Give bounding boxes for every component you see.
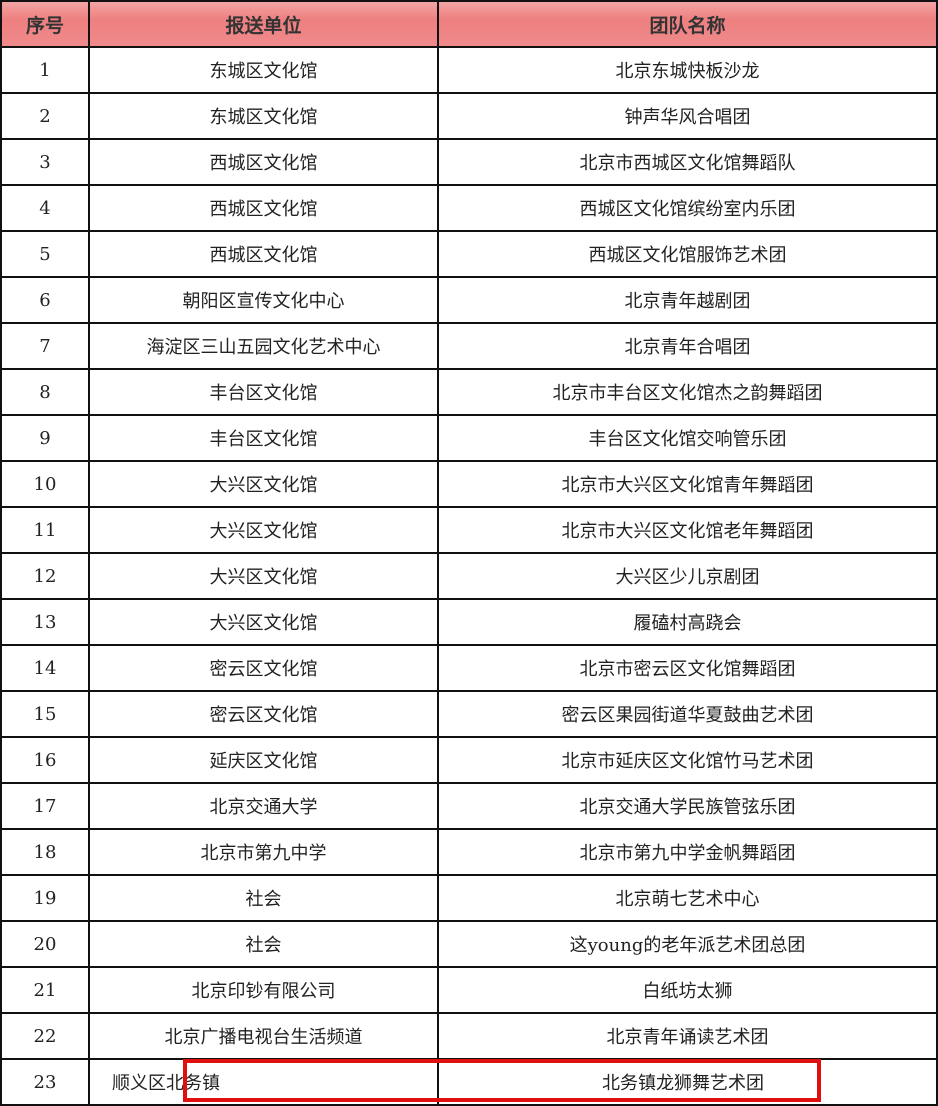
- cell-unit: 北京印钞有限公司: [88, 966, 439, 1014]
- table-row: 7 海淀区三山五园文化艺术中心 北京青年合唱团: [0, 322, 938, 370]
- cell-index: 7: [0, 322, 90, 370]
- cell-team: 北京萌七艺术中心: [437, 874, 938, 922]
- table-row: 23 顺义区北务镇 北务镇龙狮舞艺术团: [0, 1058, 938, 1106]
- cell-unit: 大兴区文化馆: [88, 506, 439, 554]
- cell-team: 北京市大兴区文化馆老年舞蹈团: [437, 506, 938, 554]
- cell-index: 1: [0, 46, 90, 94]
- cell-team: 北京东城快板沙龙: [437, 46, 938, 94]
- header-team: 团队名称: [437, 0, 938, 48]
- cell-unit: 顺义区北务镇: [88, 1058, 439, 1106]
- table-row: 17 北京交通大学 北京交通大学民族管弦乐团: [0, 782, 938, 830]
- table-row: 20 社会 这young的老年派艺术团总团: [0, 920, 938, 968]
- table-row: 19 社会 北京萌七艺术中心: [0, 874, 938, 922]
- table-row: 15 密云区文化馆 密云区果园街道华夏鼓曲艺术团: [0, 690, 938, 738]
- cell-team: 北务镇龙狮舞艺术团: [437, 1058, 938, 1106]
- cell-unit: 西城区文化馆: [88, 230, 439, 278]
- cell-index: 11: [0, 506, 90, 554]
- cell-team: 大兴区少儿京剧团: [437, 552, 938, 600]
- cell-index: 18: [0, 828, 90, 876]
- cell-team: 北京市密云区文化馆舞蹈团: [437, 644, 938, 692]
- cell-team: 北京青年越剧团: [437, 276, 938, 324]
- cell-team: 北京市大兴区文化馆青年舞蹈团: [437, 460, 938, 508]
- cell-index: 12: [0, 552, 90, 600]
- table-row: 2 东城区文化馆 钟声华风合唱团: [0, 92, 938, 140]
- cell-index: 20: [0, 920, 90, 968]
- cell-index: 23: [0, 1058, 90, 1106]
- cell-index: 19: [0, 874, 90, 922]
- cell-team: 钟声华风合唱团: [437, 92, 938, 140]
- cell-unit: 朝阳区宣传文化中心: [88, 276, 439, 324]
- cell-unit: 大兴区文化馆: [88, 460, 439, 508]
- cell-index: 13: [0, 598, 90, 646]
- cell-index: 3: [0, 138, 90, 186]
- cell-team: 白纸坊太狮: [437, 966, 938, 1014]
- table-row: 14 密云区文化馆 北京市密云区文化馆舞蹈团: [0, 644, 938, 692]
- cell-unit: 大兴区文化馆: [88, 552, 439, 600]
- cell-unit: 西城区文化馆: [88, 184, 439, 232]
- cell-unit: 社会: [88, 920, 439, 968]
- cell-index: 22: [0, 1012, 90, 1060]
- cell-unit: 东城区文化馆: [88, 92, 439, 140]
- cell-index: 14: [0, 644, 90, 692]
- cell-index: 16: [0, 736, 90, 784]
- table-row: 12 大兴区文化馆 大兴区少儿京剧团: [0, 552, 938, 600]
- cell-team: 西城区文化馆缤纷室内乐团: [437, 184, 938, 232]
- cell-index: 10: [0, 460, 90, 508]
- cell-unit: 密云区文化馆: [88, 690, 439, 738]
- table-row: 11 大兴区文化馆 北京市大兴区文化馆老年舞蹈团: [0, 506, 938, 554]
- cell-index: 4: [0, 184, 90, 232]
- cell-team: 密云区果园街道华夏鼓曲艺术团: [437, 690, 938, 738]
- cell-index: 17: [0, 782, 90, 830]
- table-row: 9 丰台区文化馆 丰台区文化馆交响管乐团: [0, 414, 938, 462]
- cell-unit: 东城区文化馆: [88, 46, 439, 94]
- header-index: 序号: [0, 0, 90, 48]
- table-header: 序号 报送单位 团队名称: [0, 0, 938, 48]
- cell-unit: 北京广播电视台生活频道: [88, 1012, 439, 1060]
- table-row: 16 延庆区文化馆 北京市延庆区文化馆竹马艺术团: [0, 736, 938, 784]
- table-row: 22 北京广播电视台生活频道 北京青年诵读艺术团: [0, 1012, 938, 1060]
- cell-team: 北京市第九中学金帆舞蹈团: [437, 828, 938, 876]
- cell-index: 5: [0, 230, 90, 278]
- table-row: 8 丰台区文化馆 北京市丰台区文化馆杰之韵舞蹈团: [0, 368, 938, 416]
- table-row: 6 朝阳区宣传文化中心 北京青年越剧团: [0, 276, 938, 324]
- table-row: 10 大兴区文化馆 北京市大兴区文化馆青年舞蹈团: [0, 460, 938, 508]
- table-row: 13 大兴区文化馆 履磕村高跷会: [0, 598, 938, 646]
- cell-team: 北京青年诵读艺术团: [437, 1012, 938, 1060]
- table-row: 5 西城区文化馆 西城区文化馆服饰艺术团: [0, 230, 938, 278]
- cell-index: 15: [0, 690, 90, 738]
- cell-index: 2: [0, 92, 90, 140]
- cell-unit: 海淀区三山五园文化艺术中心: [88, 322, 439, 370]
- cell-unit: 丰台区文化馆: [88, 414, 439, 462]
- cell-unit: 社会: [88, 874, 439, 922]
- cell-team: 北京市西城区文化馆舞蹈队: [437, 138, 938, 186]
- cell-team: 丰台区文化馆交响管乐团: [437, 414, 938, 462]
- cell-unit: 密云区文化馆: [88, 644, 439, 692]
- header-unit: 报送单位: [88, 0, 439, 48]
- table-row: 1 东城区文化馆 北京东城快板沙龙: [0, 46, 938, 94]
- cell-unit: 西城区文化馆: [88, 138, 439, 186]
- cell-unit: 北京市第九中学: [88, 828, 439, 876]
- table-row: 21 北京印钞有限公司 白纸坊太狮: [0, 966, 938, 1014]
- cell-unit: 丰台区文化馆: [88, 368, 439, 416]
- cell-index: 9: [0, 414, 90, 462]
- cell-team: 西城区文化馆服饰艺术团: [437, 230, 938, 278]
- cell-unit: 大兴区文化馆: [88, 598, 439, 646]
- cell-team: 北京交通大学民族管弦乐团: [437, 782, 938, 830]
- table-row: 18 北京市第九中学 北京市第九中学金帆舞蹈团: [0, 828, 938, 876]
- cell-unit: 延庆区文化馆: [88, 736, 439, 784]
- cell-team: 这young的老年派艺术团总团: [437, 920, 938, 968]
- table-row: 4 西城区文化馆 西城区文化馆缤纷室内乐团: [0, 184, 938, 232]
- cell-index: 6: [0, 276, 90, 324]
- cell-team: 履磕村高跷会: [437, 598, 938, 646]
- cell-unit: 北京交通大学: [88, 782, 439, 830]
- cell-team: 北京青年合唱团: [437, 322, 938, 370]
- cell-team: 北京市丰台区文化馆杰之韵舞蹈团: [437, 368, 938, 416]
- cell-team: 北京市延庆区文化馆竹马艺术团: [437, 736, 938, 784]
- cell-index: 21: [0, 966, 90, 1014]
- table-row: 3 西城区文化馆 北京市西城区文化馆舞蹈队: [0, 138, 938, 186]
- cell-index: 8: [0, 368, 90, 416]
